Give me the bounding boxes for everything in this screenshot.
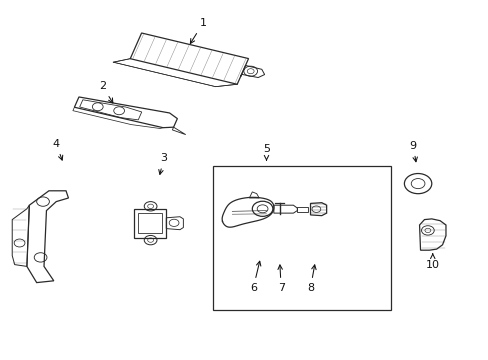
Text: 2: 2 <box>99 81 113 103</box>
Text: 6: 6 <box>249 261 260 293</box>
Text: 5: 5 <box>263 144 269 160</box>
Text: 4: 4 <box>53 139 62 160</box>
Text: 8: 8 <box>306 265 315 293</box>
Text: 1: 1 <box>190 18 206 44</box>
Text: 7: 7 <box>277 265 284 293</box>
Text: 9: 9 <box>409 141 417 162</box>
Bar <box>212 166 390 310</box>
Text: 10: 10 <box>425 254 439 270</box>
Text: 3: 3 <box>159 153 167 174</box>
